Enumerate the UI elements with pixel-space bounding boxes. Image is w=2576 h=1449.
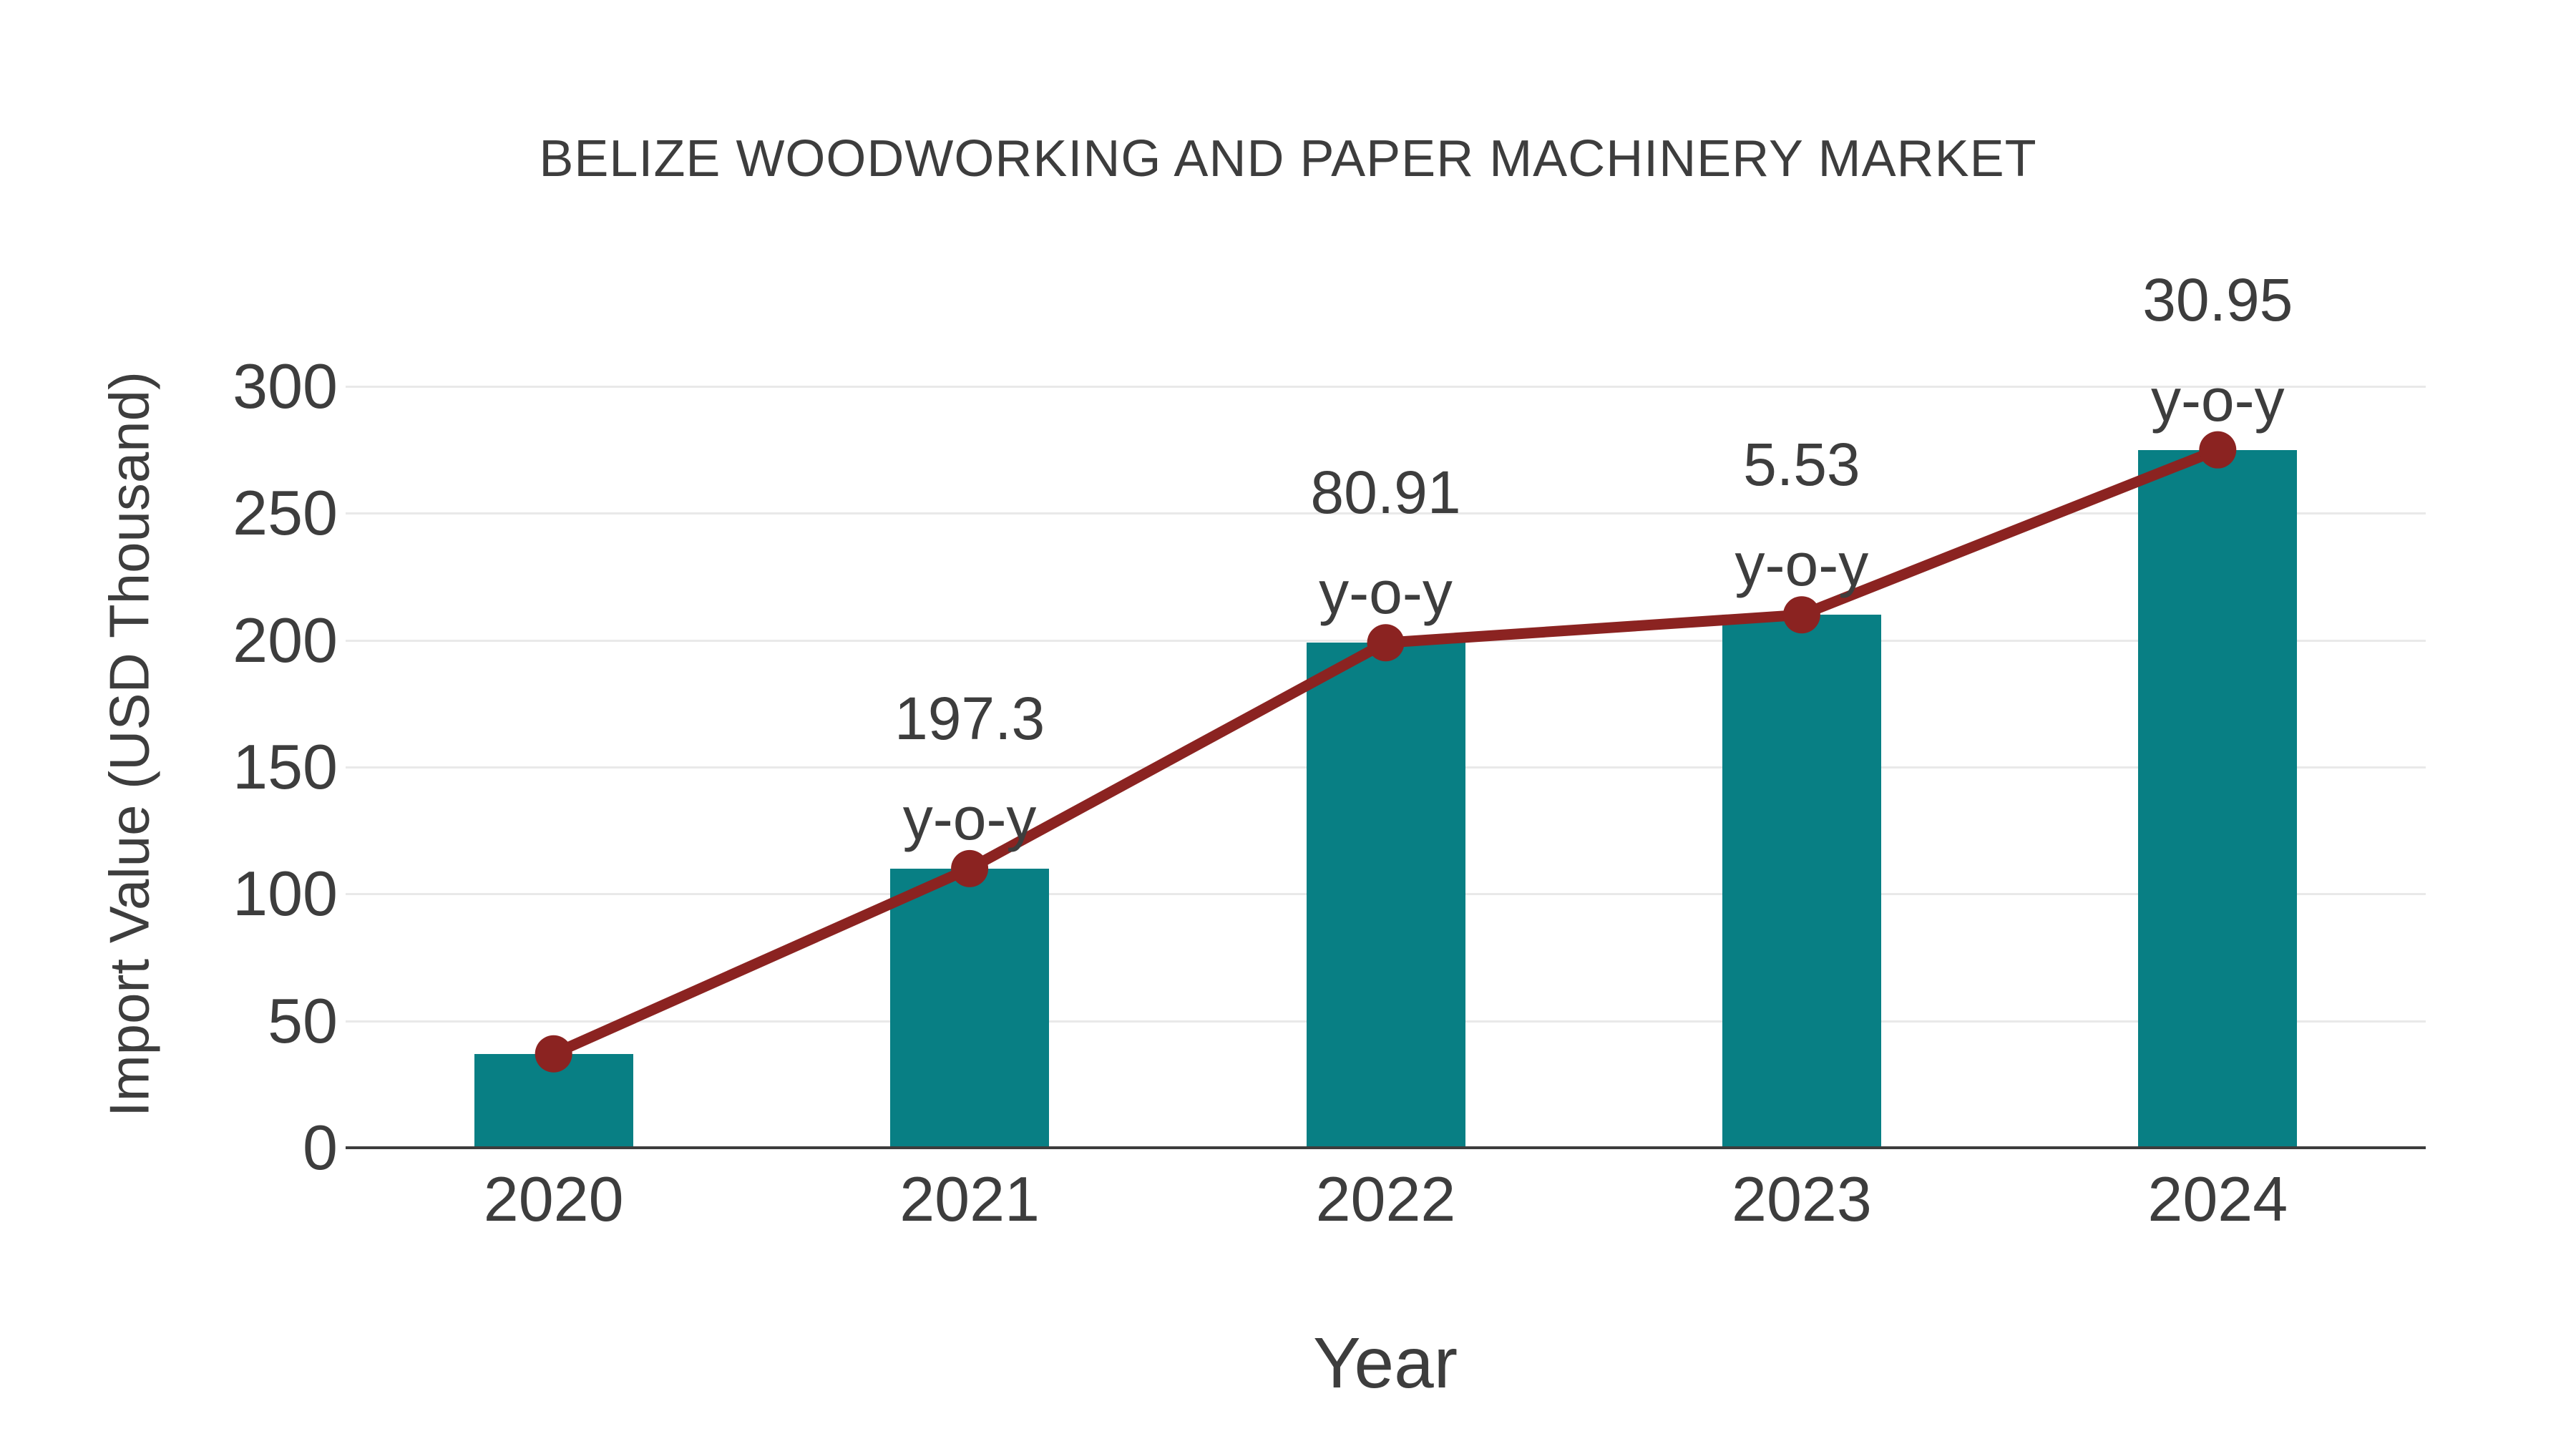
x-axis-line — [346, 1146, 2426, 1149]
yoy-label-2023: 5.53 y-o-y — [1587, 414, 2016, 615]
gridline-300 — [346, 386, 2426, 388]
y-tick-label-0: 0 — [303, 1112, 338, 1183]
x-tick-label-2020: 2020 — [483, 1163, 624, 1234]
y-tick-label-200: 200 — [233, 604, 338, 675]
yoy-suffix: y-o-y — [902, 784, 1037, 852]
yoy-value: 5.53 — [1743, 431, 1860, 499]
y-tick-label-50: 50 — [268, 985, 338, 1056]
x-axis-title: Year — [1312, 1323, 1458, 1403]
y-tick-label-300: 300 — [233, 351, 338, 421]
yoy-label-2024: 30.95 y-o-y — [2003, 250, 2432, 450]
x-tick-label-2023: 2023 — [1732, 1163, 1872, 1234]
bar-2024 — [2138, 449, 2298, 1148]
x-tick-label-2021: 2021 — [899, 1163, 1040, 1234]
yoy-label-2021: 197.3 y-o-y — [755, 668, 1184, 869]
yoy-label-2022: 80.91 y-o-y — [1171, 442, 1601, 643]
chart-title: BELIZE WOODWORKING AND PAPER MACHINERY M… — [539, 130, 2037, 187]
bar-2023 — [1722, 615, 1881, 1148]
y-tick-label-250: 250 — [233, 477, 338, 549]
bar-2020 — [474, 1053, 633, 1148]
y-tick-label-150: 150 — [233, 731, 338, 802]
yoy-suffix: y-o-y — [1319, 559, 1453, 627]
bar-2021 — [890, 868, 1050, 1148]
x-tick-label-2024: 2024 — [2147, 1163, 2288, 1234]
yoy-suffix: y-o-y — [2150, 366, 2285, 434]
y-tick-label-100: 100 — [233, 858, 338, 930]
yoy-value: 80.91 — [1310, 459, 1461, 527]
bar-2022 — [1306, 643, 1465, 1148]
yoy-value: 30.95 — [2142, 265, 2293, 333]
yoy-suffix: y-o-y — [1735, 531, 1869, 599]
x-tick-label-2022: 2022 — [1315, 1163, 1456, 1234]
yoy-value: 197.3 — [894, 684, 1045, 752]
